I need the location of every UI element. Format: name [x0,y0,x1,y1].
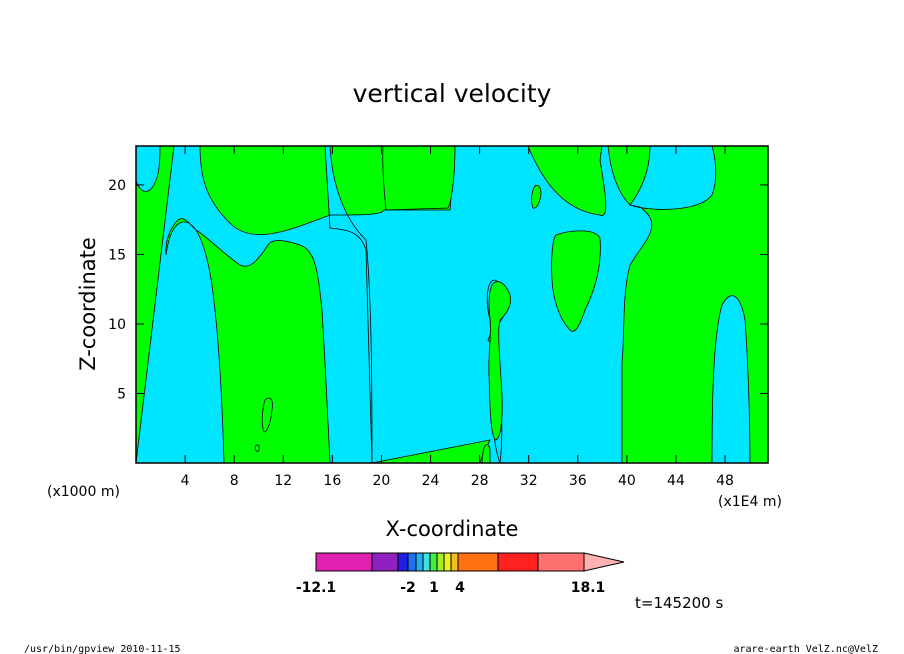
colorbar-inner-label: 4 [455,580,465,596]
x-axis-label: X-coordinate [386,517,519,541]
x-tick-label: 16 [323,473,341,489]
time-label: t=145200 s [635,594,723,612]
y-tick-label: 15 [108,247,126,263]
x-tick-label: 36 [569,473,587,489]
y-tick-label: 20 [108,178,126,194]
positive-island-upper-mid [382,145,456,211]
x-unit-right: (x1E4 m) [718,494,782,510]
x-tick-label: 4 [181,473,190,489]
y-axis-ticks: 5 10 15 20 [108,178,768,402]
positive-islands [254,145,751,464]
x-tick-label: 28 [471,473,489,489]
colorbar-inner-label: -2 [400,580,416,596]
footer-right: arare-earth_VelZ.nc@VelZ [734,644,879,654]
colorbar-segment [407,552,417,572]
colorbar-inner-label: 1 [429,580,439,596]
colorbar-segment [315,552,373,572]
colorbar-segment [422,552,431,572]
footer-left: /usr/bin/gpview 2010-11-15 [24,644,181,654]
y-axis-label: Z-coordinate [76,237,100,371]
x-tick-label: 40 [618,473,636,489]
colorbar-segment [457,552,499,572]
colorbar-inner-labels: -2 1 4 [400,580,465,596]
colorbar-min-label: -12.1 [296,580,336,596]
positive-region-right-column [711,295,751,464]
y-tick-label: 5 [117,386,126,402]
colorbar-segment [436,552,445,572]
x-tick-label: 12 [274,473,292,489]
x-tick-label: 48 [716,473,734,489]
positive-island-small-2 [261,397,273,433]
x-tick-label: 32 [520,473,538,489]
contour-field [135,145,769,464]
colorbar [315,552,625,572]
positive-island-small-3 [254,444,260,452]
plot-frame [135,145,769,464]
colorbar-max-label: 18.1 [571,580,606,596]
colorbar-segment [415,552,424,572]
x-tick-label: 44 [667,473,685,489]
positive-island-small-1 [531,184,542,209]
x-unit-left: (x1000 m) [47,484,120,500]
y-tick-label: 10 [108,317,126,333]
colorbar-segment [429,552,438,572]
x-axis-ticks: 4 8 12 16 20 24 28 32 36 40 44 48 [181,146,734,489]
colorbar-segment [537,552,585,572]
positive-island-mid-right [551,230,601,332]
colorbar-extend-arrow [583,552,625,572]
colorbar-segment [450,552,459,572]
positive-island-column-28 [488,281,512,441]
x-tick-label: 8 [230,473,239,489]
colorbar-segment [371,552,399,572]
colorbar-segment [397,552,409,572]
negative-regions [135,145,717,464]
negative-region-top-left [135,145,161,192]
x-tick-label: 24 [422,473,440,489]
colorbar-segment [497,552,539,572]
x-tick-label: 20 [373,473,391,489]
colorbar-segment [443,552,452,572]
chart-title: vertical velocity [353,79,552,108]
